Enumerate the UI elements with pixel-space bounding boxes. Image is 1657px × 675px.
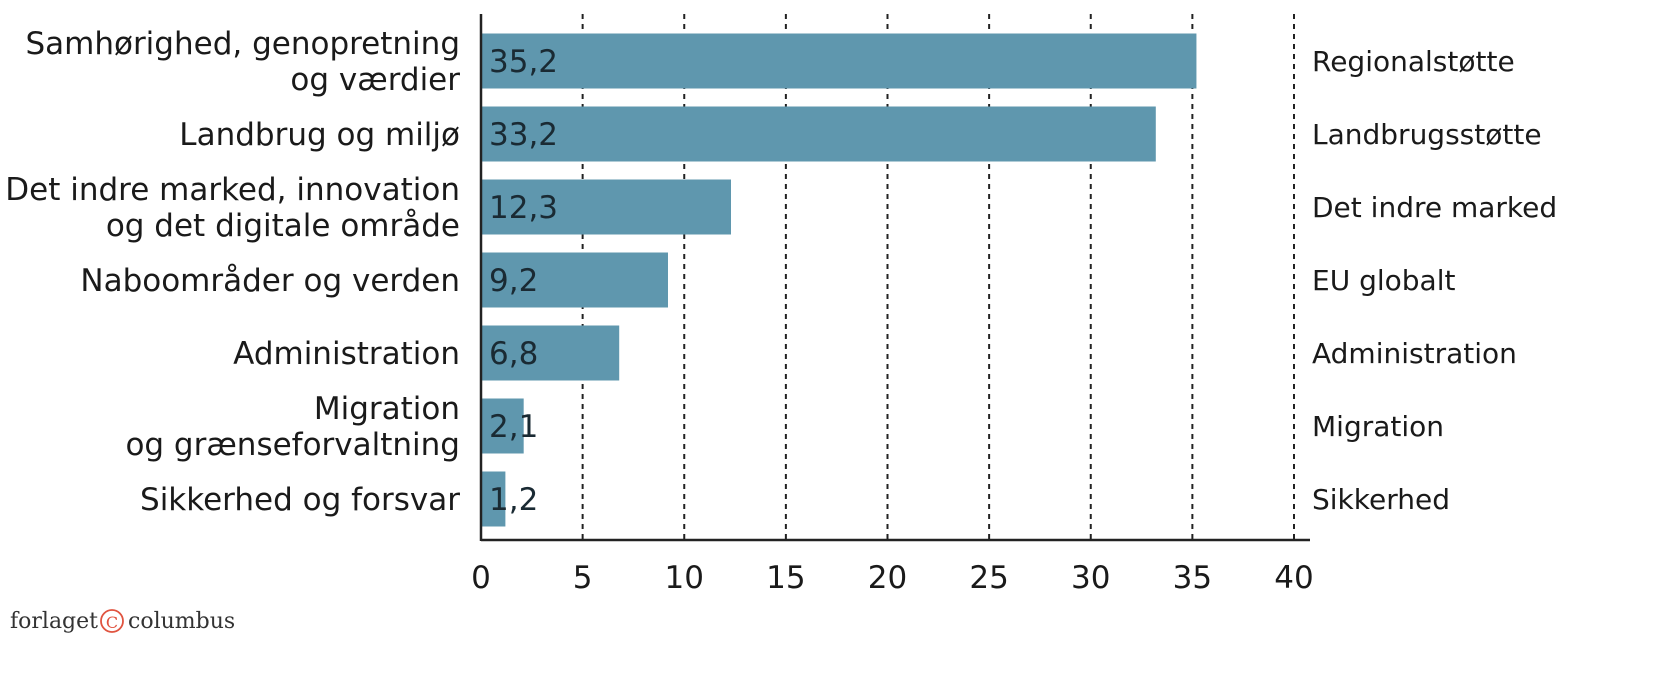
- category-label: Naboområder og verden: [80, 263, 460, 299]
- value-label: 6,8: [489, 336, 538, 372]
- category-label: Samhørighed, genopretning: [25, 26, 460, 62]
- right-label: Det indre marked: [1312, 191, 1557, 224]
- category-label: og værdier: [290, 62, 460, 98]
- copyright-icon: [100, 609, 124, 633]
- category-label: og grænseforvaltning: [125, 427, 460, 463]
- category-label: og det digitale område: [106, 208, 460, 244]
- right-label: EU globalt: [1312, 264, 1455, 297]
- bar: [481, 325, 620, 381]
- value-label: 9,2: [489, 263, 538, 299]
- x-tick-label: 25: [969, 560, 1008, 596]
- bar: [481, 33, 1197, 89]
- value-label: 35,2: [489, 44, 558, 80]
- category-label: Landbrug og miljø: [179, 117, 460, 153]
- category-label: Administration: [233, 336, 460, 372]
- category-label: Det indre marked, innovation: [5, 172, 460, 208]
- x-tick-label: 0: [471, 560, 491, 596]
- bar: [481, 106, 1156, 162]
- value-label: 2,1: [489, 409, 538, 445]
- x-tick-label: 30: [1071, 560, 1110, 596]
- category-label: Sikkerhed og forsvar: [140, 482, 460, 518]
- logo-text-right: columbus: [128, 609, 235, 634]
- bar: [481, 252, 668, 308]
- right-label: Regionalstøtte: [1312, 45, 1515, 78]
- x-tick-label: 10: [665, 560, 704, 596]
- copyright-symbol: C: [106, 613, 118, 632]
- value-label: 33,2: [489, 117, 558, 153]
- x-tick-label: 5: [573, 560, 593, 596]
- category-label: Migration: [314, 391, 460, 427]
- bar: [481, 471, 506, 527]
- x-tick-label: 20: [868, 560, 907, 596]
- right-label: Migration: [1312, 410, 1444, 443]
- bar: [481, 398, 524, 454]
- value-label: 1,2: [489, 482, 538, 518]
- x-tick-label: 15: [766, 560, 805, 596]
- x-tick-label: 35: [1173, 560, 1212, 596]
- x-tick-label: 40: [1274, 560, 1313, 596]
- logo-text-left: forlaget: [10, 609, 98, 634]
- value-label: 12,3: [489, 190, 558, 226]
- right-label: Landbrugsstøtte: [1312, 118, 1542, 151]
- right-label: Administration: [1312, 337, 1517, 370]
- right-label: Sikkerhed: [1312, 483, 1450, 516]
- bar: [481, 179, 731, 235]
